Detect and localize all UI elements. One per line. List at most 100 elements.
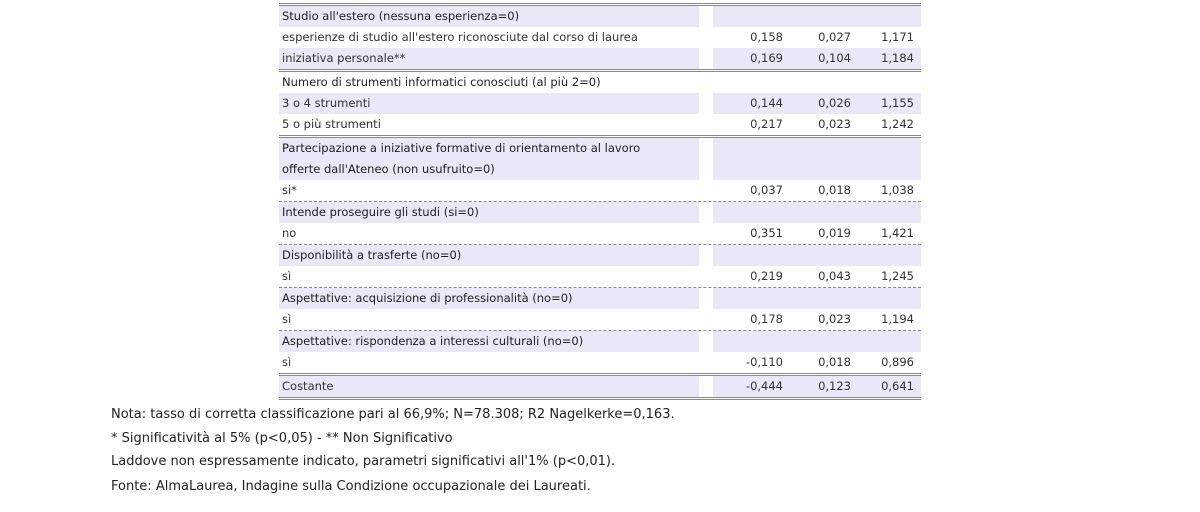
row-values: 0,169 0,104 1,184 — [713, 48, 921, 69]
column-gap — [699, 331, 713, 352]
table-group-header-row: Partecipazione a iniziative formative di… — [279, 138, 921, 180]
note-source: Fonte: AlmaLaurea, Indagine sulla Condiz… — [111, 478, 591, 494]
standard-error-cell: 0,026 — [818, 96, 851, 110]
column-gap — [699, 376, 713, 397]
column-gap — [699, 266, 713, 287]
column-gap — [699, 48, 713, 69]
row-label-text: 5 o più strumenti — [282, 117, 381, 131]
table-group-header-row: Aspettative: acquisizione di professiona… — [279, 288, 921, 309]
odds-ratio-cell — [851, 288, 917, 309]
row-values — [713, 288, 921, 309]
coefficient-cell: 0,158 — [750, 30, 783, 44]
column-gap — [699, 223, 713, 244]
row-label: 5 o più strumenti — [279, 114, 699, 135]
coefficient-cell: 0,169 — [750, 51, 783, 65]
row-label: sì — [279, 352, 699, 373]
row-label-text: sì — [282, 312, 292, 326]
column-gap — [699, 180, 713, 201]
standard-error-cell: 0,104 — [818, 51, 851, 65]
odds-ratio-cell: 1,184 — [881, 51, 914, 65]
table-row: 3 o 4 strumenti 0,144 0,026 1,155 — [279, 93, 921, 114]
odds-ratio-cell: 1,245 — [881, 269, 914, 283]
row-label-text: sì — [282, 269, 292, 283]
row-label: Studio all'estero (nessuna esperienza=0) — [279, 6, 699, 27]
table-row: sì -0,110 0,018 0,896 — [279, 352, 921, 376]
row-label: Numero di strumenti informatici conosciu… — [279, 72, 699, 93]
row-label: no — [279, 223, 699, 244]
row-label-text: Intende proseguire gli studi (si=0) — [282, 205, 479, 219]
table-row: sì 0,178 0,023 1,194 — [279, 309, 921, 331]
standard-error-cell: 0,018 — [818, 183, 851, 197]
column-gap — [699, 309, 713, 330]
coefficient-cell: 0,219 — [750, 269, 783, 283]
column-gap — [699, 202, 713, 223]
table-row: si* 0,037 0,018 1,038 — [279, 180, 921, 202]
standard-error-cell — [783, 202, 851, 223]
odds-ratio-cell: 1,038 — [881, 183, 914, 197]
standard-error-cell: 0,023 — [818, 117, 851, 131]
odds-ratio-cell: 0,896 — [881, 355, 914, 369]
row-label: sì — [279, 266, 699, 287]
table-group-header-row: Numero di strumenti informatici conosciu… — [279, 72, 921, 93]
odds-ratio-cell: 1,171 — [881, 30, 914, 44]
row-values: 0,351 0,019 1,421 — [713, 223, 921, 244]
row-values — [713, 72, 921, 93]
odds-ratio-cell — [851, 138, 917, 180]
row-values — [713, 138, 921, 180]
coefficient-cell: 0,037 — [750, 183, 783, 197]
row-values: -0,110 0,018 0,896 — [713, 352, 921, 373]
table-group-header-row: Intende proseguire gli studi (si=0) — [279, 202, 921, 223]
row-label-text: Disponibilità a trasferte (no=0) — [282, 248, 462, 262]
odds-ratio-cell: 1,155 — [881, 96, 914, 110]
note-default-significance: Laddove non espressamente indicato, para… — [111, 454, 616, 469]
regression-table: Studio all'estero (nessuna esperienza=0)… — [279, 3, 921, 400]
coefficient-cell: 0,351 — [750, 226, 783, 240]
standard-error-cell: 0,018 — [818, 355, 851, 369]
row-values — [713, 331, 921, 352]
odds-ratio-cell — [851, 245, 917, 266]
table-row: sì 0,219 0,043 1,245 — [279, 266, 921, 288]
standard-error-cell — [783, 138, 851, 180]
column-gap — [699, 72, 713, 93]
table-row: Costante -0,444 0,123 0,641 — [279, 376, 921, 400]
table-notes: Nota: tasso di corretta classificazione … — [111, 403, 675, 498]
table-group-header-row: Aspettative: rispondenza a interessi cul… — [279, 331, 921, 352]
row-label: esperienze di studio all'estero riconosc… — [279, 27, 699, 48]
coefficient-cell — [713, 288, 783, 309]
row-label: Partecipazione a iniziative formative di… — [279, 138, 699, 180]
odds-ratio-cell: 1,421 — [881, 226, 914, 240]
standard-error-cell — [783, 72, 851, 93]
row-values: 0,217 0,023 1,242 — [713, 114, 921, 135]
standard-error-cell: 0,043 — [818, 269, 851, 283]
column-gap — [699, 114, 713, 135]
odds-ratio-cell — [851, 331, 917, 352]
row-values: 0,219 0,043 1,245 — [713, 266, 921, 287]
standard-error-cell — [783, 288, 851, 309]
standard-error-cell — [783, 245, 851, 266]
row-values — [713, 245, 921, 266]
row-label: Intende proseguire gli studi (si=0) — [279, 202, 699, 223]
row-label-text: no — [282, 226, 297, 240]
row-values — [713, 202, 921, 223]
row-label-text: sì — [282, 355, 292, 369]
coefficient-cell: -0,444 — [745, 379, 783, 393]
column-gap — [699, 6, 713, 27]
row-label-text: si* — [282, 183, 297, 197]
column-gap — [699, 245, 713, 266]
row-label-text: esperienze di studio all'estero riconosc… — [282, 30, 638, 44]
row-label-text: iniziativa personale** — [282, 51, 406, 65]
standard-error-cell: 0,027 — [818, 30, 851, 44]
row-label: Aspettative: acquisizione di professiona… — [279, 288, 699, 309]
column-gap — [699, 288, 713, 309]
row-label: Aspettative: rispondenza a interessi cul… — [279, 331, 699, 352]
table-row: 5 o più strumenti 0,217 0,023 1,242 — [279, 114, 921, 138]
odds-ratio-cell: 1,242 — [881, 117, 914, 131]
row-label: iniziativa personale** — [279, 48, 699, 69]
row-label: si* — [279, 180, 699, 201]
column-gap — [699, 93, 713, 114]
row-label-text: Partecipazione a iniziative formative di… — [282, 141, 641, 155]
standard-error-cell — [783, 6, 851, 27]
table-group-header-row: Disponibilità a trasferte (no=0) — [279, 245, 921, 266]
row-values — [713, 6, 921, 27]
coefficient-cell — [713, 6, 783, 27]
